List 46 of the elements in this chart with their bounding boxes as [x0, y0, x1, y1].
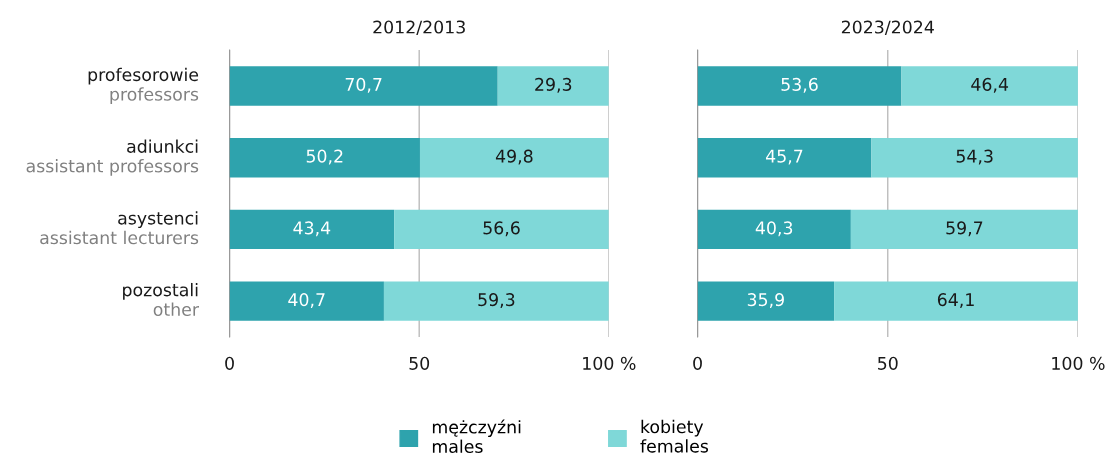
- data-label: 59,7: [946, 221, 983, 237]
- data-label: 59,3: [478, 293, 515, 308]
- data-label: 45,7: [766, 149, 803, 165]
- y-tick-label: pozostali other: [123, 282, 200, 316]
- data-label: 49,8: [495, 149, 533, 165]
- data-label: 54,3: [956, 149, 993, 165]
- x-tick-label: 50: [409, 356, 430, 370]
- y-tick-label: asystenci assistant lecturers: [40, 211, 199, 245]
- x-tick-label: 0: [693, 356, 702, 370]
- data-label: 53,6: [781, 77, 818, 93]
- data-label: 43,4: [293, 221, 331, 237]
- x-tick-label: 0: [225, 356, 234, 370]
- bar: [497, 66, 609, 106]
- legend-label: kobiety females: [640, 419, 709, 453]
- x-tick-label: 50: [878, 356, 898, 370]
- bar: [834, 281, 1078, 321]
- y-tick-label: profesorowie professors: [88, 67, 199, 105]
- data-label: 56,6: [483, 221, 520, 237]
- chart-title: 2012/2013: [373, 20, 465, 35]
- bar: [229, 209, 395, 250]
- bar: [419, 137, 609, 178]
- x-tick-label: 100 %: [1052, 356, 1105, 370]
- data-label: 29,3: [535, 77, 572, 93]
- y-tick-label: adiunkci assistant professors: [26, 139, 199, 176]
- data-label: 64,1: [937, 293, 974, 308]
- bar: [850, 209, 1078, 250]
- data-label: 35,9: [747, 293, 784, 308]
- bar: [697, 281, 835, 321]
- bar: [697, 209, 851, 250]
- bar: [229, 66, 498, 106]
- bar: [229, 137, 420, 178]
- bar: [394, 209, 609, 250]
- bar: [383, 281, 609, 321]
- data-label: 40,3: [755, 221, 793, 237]
- legend-label: mężczyźni males: [432, 419, 521, 454]
- bar: [871, 137, 1078, 178]
- data-label: 50,2: [306, 149, 343, 165]
- bar: [697, 137, 872, 178]
- chart-title: 2023/2024: [841, 20, 934, 35]
- data-label: 40,7: [288, 293, 325, 308]
- data-label: 46,4: [971, 77, 1009, 93]
- bar: [901, 66, 1078, 106]
- data-label: 70,7: [345, 77, 382, 93]
- x-tick-label: 100 %: [583, 356, 636, 370]
- bar: [229, 281, 384, 321]
- bar: [697, 66, 902, 106]
